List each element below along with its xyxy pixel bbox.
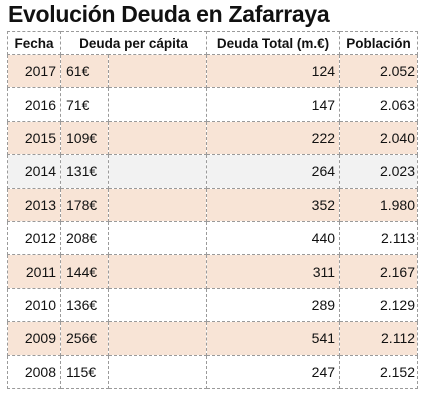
cell-blank <box>107 220 208 256</box>
table-row: 2016 71€ 147 2.063 <box>7 87 419 122</box>
header-poblacion: Población <box>339 31 419 55</box>
table-row: 2013 178€ 352 1.980 <box>7 187 419 222</box>
cell-per-capita: 115€ <box>60 354 109 390</box>
cell-poblacion: 2.113 <box>339 220 419 256</box>
header-deuda-per-capita: Deuda per cápita <box>59 31 208 55</box>
cell-blank <box>107 53 208 89</box>
cell-poblacion: 2.167 <box>339 254 419 289</box>
cell-blank <box>107 154 208 189</box>
cell-per-capita: 208€ <box>60 220 109 256</box>
cell-year: 2013 <box>7 187 61 222</box>
cell-total: 311 <box>206 254 341 289</box>
cell-poblacion: 1.980 <box>339 187 419 222</box>
table-row: 2010 136€ 289 2.129 <box>7 287 419 323</box>
cell-total: 352 <box>206 187 341 222</box>
cell-per-capita: 109€ <box>60 120 109 156</box>
cell-per-capita: 256€ <box>60 321 109 356</box>
cell-per-capita: 61€ <box>60 53 109 89</box>
cell-year: 2014 <box>7 154 61 189</box>
cell-blank <box>107 287 208 323</box>
cell-total: 247 <box>206 354 341 390</box>
cell-poblacion: 2.152 <box>339 354 419 390</box>
cell-year: 2009 <box>7 321 61 356</box>
cell-total: 124 <box>206 53 341 89</box>
cell-total: 264 <box>206 154 341 189</box>
cell-blank <box>107 187 208 222</box>
cell-total: 222 <box>206 120 341 156</box>
table-row: 2014 131€ 264 2.023 <box>7 154 419 189</box>
cell-total: 289 <box>206 287 341 323</box>
cell-poblacion: 2.129 <box>339 287 419 323</box>
cell-per-capita: 131€ <box>60 154 109 189</box>
cell-blank <box>107 254 208 289</box>
cell-poblacion: 2.112 <box>339 321 419 356</box>
cell-year: 2008 <box>7 354 61 390</box>
cell-blank <box>107 120 208 156</box>
cell-total: 541 <box>206 321 341 356</box>
table-row: 2015 109€ 222 2.040 <box>7 120 419 156</box>
table-row: 2008 115€ 247 2.152 <box>7 354 419 390</box>
cell-per-capita: 178€ <box>60 187 109 222</box>
cell-poblacion: 2.023 <box>339 154 419 189</box>
table-row: 2017 61€ 124 2.052 <box>7 53 419 89</box>
cell-year: 2010 <box>7 287 61 323</box>
cell-poblacion: 2.040 <box>339 120 419 156</box>
cell-poblacion: 2.052 <box>339 53 419 89</box>
cell-per-capita: 136€ <box>60 287 109 323</box>
cell-year: 2016 <box>7 87 61 122</box>
cell-blank <box>107 321 208 356</box>
header-deuda-total: Deuda Total (m.€) <box>206 31 341 55</box>
cell-poblacion: 2.063 <box>339 87 419 122</box>
cell-per-capita: 144€ <box>60 254 109 289</box>
cell-total: 440 <box>206 220 341 256</box>
table-row: 2009 256€ 541 2.112 <box>7 321 419 356</box>
cell-total: 147 <box>206 87 341 122</box>
cell-year: 2015 <box>7 120 61 156</box>
header-fecha: Fecha <box>7 31 61 55</box>
debt-table: Fecha Deuda per cápita Deuda Total (m.€)… <box>7 31 419 390</box>
cell-blank <box>107 354 208 390</box>
cell-per-capita: 71€ <box>60 87 109 122</box>
table-header-row: Fecha Deuda per cápita Deuda Total (m.€)… <box>7 31 419 55</box>
cell-year: 2012 <box>7 220 61 256</box>
cell-year: 2011 <box>7 254 61 289</box>
page-title: Evolución Deuda en Zafarraya <box>8 1 330 27</box>
cell-blank <box>107 87 208 122</box>
cell-year: 2017 <box>7 53 61 89</box>
table-row: 2011 144€ 311 2.167 <box>7 254 419 289</box>
table-row: 2012 208€ 440 2.113 <box>7 220 419 256</box>
